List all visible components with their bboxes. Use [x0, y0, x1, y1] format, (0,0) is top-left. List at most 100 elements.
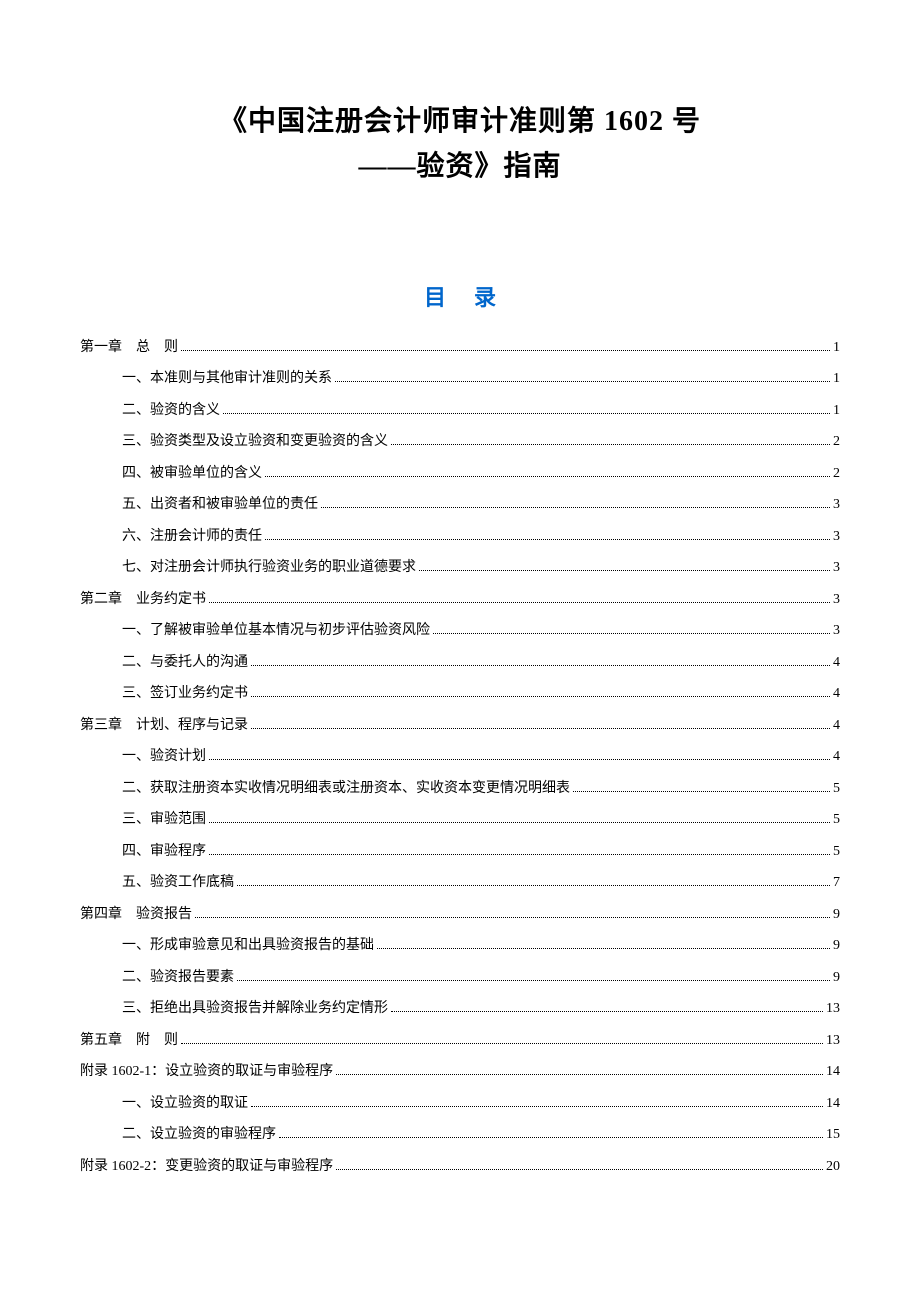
toc-entry: 五、出资者和被审验单位的责任3 [80, 489, 840, 521]
toc-entry: 一、形成审验意见和出具验资报告的基础9 [80, 930, 840, 962]
table-of-contents: 第一章 总 则1一、本准则与其他审计准则的关系1二、验资的含义1三、验资类型及设… [80, 332, 840, 1183]
toc-entry-label: 附录 1602-2：变更验资的取证与审验程序 [80, 1151, 333, 1183]
toc-leader-dots [237, 980, 830, 981]
toc-entry-label: 二、验资的含义 [122, 395, 220, 427]
toc-leader-dots [209, 854, 830, 855]
toc-entry: 一、验资计划4 [80, 741, 840, 773]
toc-entry-page: 3 [833, 489, 840, 521]
toc-leader-dots [573, 791, 830, 792]
toc-leader-dots [265, 539, 830, 540]
toc-entry-label: 一、设立验资的取证 [122, 1088, 248, 1120]
toc-leader-dots [321, 507, 830, 508]
toc-entry: 二、设立验资的审验程序15 [80, 1119, 840, 1151]
toc-entry: 二、验资的含义 1 [80, 395, 840, 427]
toc-entry-page: 4 [833, 710, 840, 742]
toc-entry-page: 7 [833, 867, 840, 899]
toc-entry: 第五章 附 则 13 [80, 1025, 840, 1057]
toc-entry-label: 第五章 附 则 [80, 1025, 178, 1057]
toc-entry-label: 三、签订业务约定书 [122, 678, 248, 710]
toc-leader-dots [251, 728, 830, 729]
toc-leader-dots [209, 822, 830, 823]
toc-entry-label: 第一章 总 则 [80, 332, 178, 364]
toc-entry-page: 2 [833, 426, 840, 458]
toc-leader-dots [251, 665, 830, 666]
toc-leader-dots [433, 633, 830, 634]
toc-entry: 第二章 业务约定书 3 [80, 584, 840, 616]
toc-entry: 一、本准则与其他审计准则的关系1 [80, 363, 840, 395]
toc-leader-dots [419, 570, 830, 571]
toc-entry-page: 3 [833, 584, 840, 616]
toc-entry-page: 4 [833, 678, 840, 710]
toc-entry-page: 3 [833, 521, 840, 553]
toc-entry-label: 第四章 验资报告 [80, 899, 192, 931]
toc-entry: 第一章 总 则 1 [80, 332, 840, 364]
toc-entry: 五、验资工作底稿 7 [80, 867, 840, 899]
toc-entry-label: 附录 1602-1：设立验资的取证与审验程序 [80, 1056, 333, 1088]
toc-leader-dots [279, 1137, 823, 1138]
toc-leader-dots [251, 696, 830, 697]
document-title-block: 《中国注册会计师审计准则第 1602 号 ——验资》指南 [80, 100, 840, 190]
toc-leader-dots [181, 350, 830, 351]
toc-entry-page: 1 [833, 363, 840, 395]
toc-leader-dots [336, 1169, 823, 1170]
toc-entry-label: 一、了解被审验单位基本情况与初步评估验资风险 [122, 615, 430, 647]
toc-entry: 一、了解被审验单位基本情况与初步评估验资风险 3 [80, 615, 840, 647]
title-line-2: ——验资》指南 [80, 145, 840, 190]
toc-entry-page: 14 [826, 1056, 840, 1088]
toc-entry-page: 5 [833, 836, 840, 868]
toc-entry-page: 5 [833, 804, 840, 836]
toc-entry-page: 1 [833, 332, 840, 364]
toc-entry-label: 二、获取注册资本实收情况明细表或注册资本、实收资本变更情况明细表 [122, 773, 570, 805]
toc-entry-label: 三、验资类型及设立验资和变更验资的含义 [122, 426, 388, 458]
toc-entry: 四、被审验单位的含义2 [80, 458, 840, 490]
toc-entry-page: 20 [826, 1151, 840, 1183]
toc-leader-dots [377, 948, 830, 949]
toc-entry-label: 五、验资工作底稿 [122, 867, 234, 899]
toc-entry-page: 1 [833, 395, 840, 427]
toc-entry: 一、设立验资的取证 14 [80, 1088, 840, 1120]
toc-entry-label: 三、拒绝出具验资报告并解除业务约定情形 [122, 993, 388, 1025]
toc-entry: 七、对注册会计师执行验资业务的职业道德要求3 [80, 552, 840, 584]
toc-leader-dots [195, 917, 830, 918]
toc-entry-page: 13 [826, 1025, 840, 1057]
toc-leader-dots [251, 1106, 823, 1107]
toc-leader-dots [237, 885, 830, 886]
toc-entry-page: 3 [833, 615, 840, 647]
title-line-1: 《中国注册会计师审计准则第 1602 号 [80, 100, 840, 145]
toc-entry-label: 一、验资计划 [122, 741, 206, 773]
toc-entry: 二、与委托人的沟通4 [80, 647, 840, 679]
toc-leader-dots [209, 602, 830, 603]
toc-heading: 目录 [80, 280, 840, 312]
toc-entry-label: 二、与委托人的沟通 [122, 647, 248, 679]
toc-leader-dots [181, 1043, 823, 1044]
toc-entry-page: 14 [826, 1088, 840, 1120]
toc-entry-page: 13 [826, 993, 840, 1025]
toc-leader-dots [391, 1011, 823, 1012]
toc-entry-label: 三、审验范围 [122, 804, 206, 836]
toc-entry-page: 9 [833, 930, 840, 962]
toc-entry-label: 第二章 业务约定书 [80, 584, 206, 616]
toc-entry: 二、获取注册资本实收情况明细表或注册资本、实收资本变更情况明细表 5 [80, 773, 840, 805]
toc-leader-dots [336, 1074, 823, 1075]
toc-entry-label: 七、对注册会计师执行验资业务的职业道德要求 [122, 552, 416, 584]
toc-entry: 三、签订业务约定书 4 [80, 678, 840, 710]
toc-entry: 第三章 计划、程序与记录4 [80, 710, 840, 742]
toc-entry-label: 四、审验程序 [122, 836, 206, 868]
toc-entry: 二、验资报告要素9 [80, 962, 840, 994]
toc-entry-page: 9 [833, 899, 840, 931]
toc-entry: 附录 1602-1：设立验资的取证与审验程序 14 [80, 1056, 840, 1088]
toc-entry: 三、拒绝出具验资报告并解除业务约定情形 13 [80, 993, 840, 1025]
toc-entry: 四、审验程序 5 [80, 836, 840, 868]
toc-entry-label: 六、注册会计师的责任 [122, 521, 262, 553]
toc-leader-dots [335, 381, 830, 382]
toc-leader-dots [209, 759, 830, 760]
toc-entry-page: 5 [833, 773, 840, 805]
toc-entry: 附录 1602-2：变更验资的取证与审验程序 20 [80, 1151, 840, 1183]
toc-entry-page: 15 [826, 1119, 840, 1151]
toc-entry-page: 2 [833, 458, 840, 490]
toc-entry: 三、验资类型及设立验资和变更验资的含义 2 [80, 426, 840, 458]
toc-entry-page: 9 [833, 962, 840, 994]
toc-leader-dots [265, 476, 830, 477]
toc-entry: 第四章 验资报告 9 [80, 899, 840, 931]
toc-entry: 六、注册会计师的责任 3 [80, 521, 840, 553]
